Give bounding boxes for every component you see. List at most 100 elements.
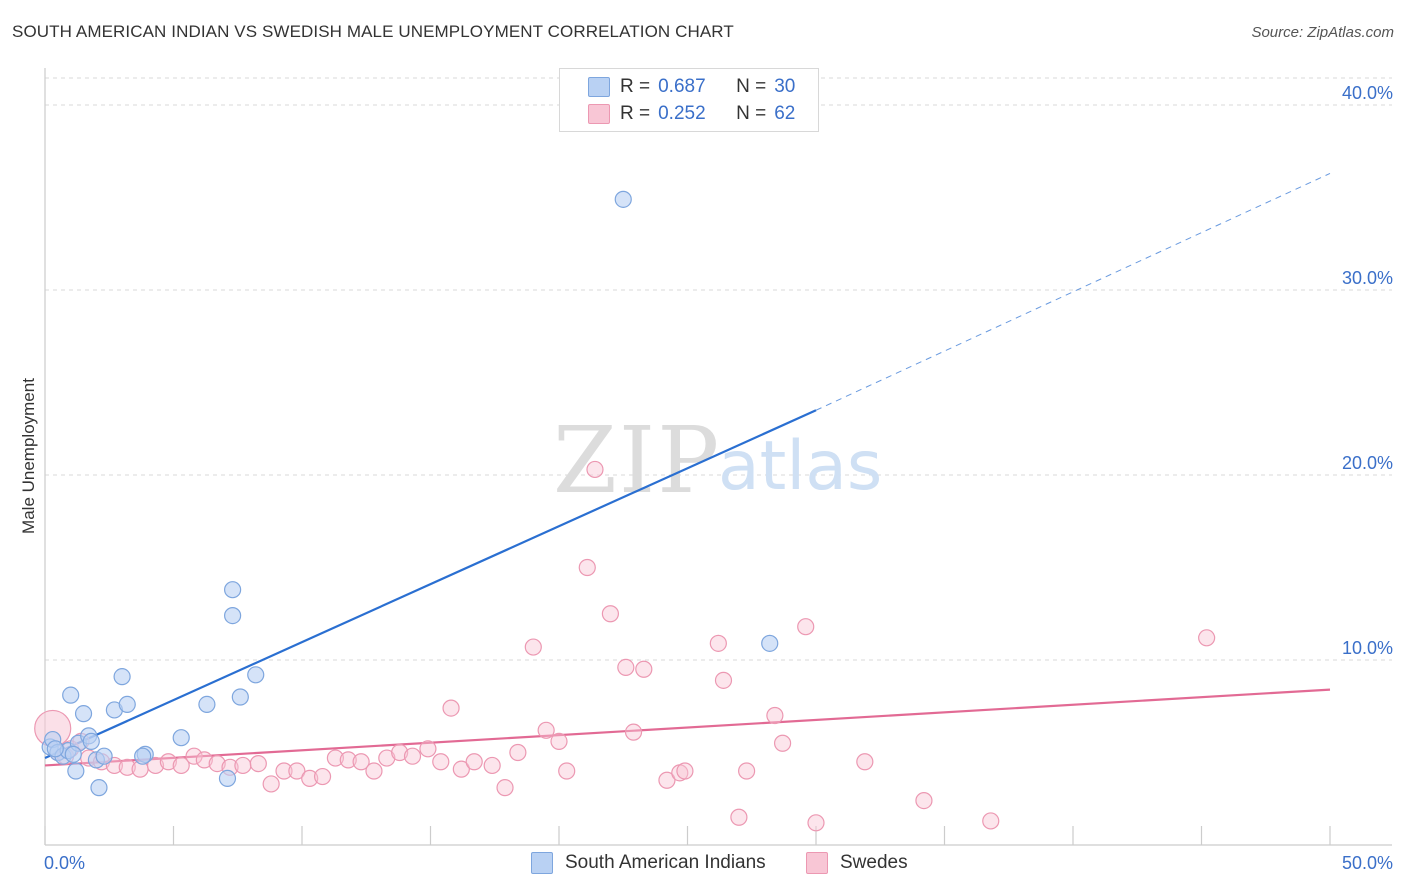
legend-swatch-pink (588, 104, 610, 124)
swedes-point (773, 734, 792, 752)
trend-lines (44, 172, 1331, 767)
south-american-indians-point (82, 732, 100, 751)
swedes-point (172, 756, 190, 775)
chart-title: SOUTH AMERICAN INDIAN VS SWEDISH MALE UN… (12, 22, 734, 41)
swedes-point (496, 779, 514, 797)
swedes-point (635, 660, 653, 678)
source-credit: Source: ZipAtlas.com (1251, 24, 1394, 41)
swedes-point (766, 706, 784, 725)
y-tick-label: 10.0% (1342, 638, 1393, 658)
swedes-point (288, 762, 306, 780)
swedes-point (509, 743, 527, 762)
south-american-indians-point (67, 762, 85, 780)
watermark-zip: ZIP (553, 407, 721, 514)
legend-n-value-blue: 30 (774, 76, 796, 97)
swedes-point (558, 762, 576, 780)
swedes-point (915, 791, 933, 810)
south-american-indians-point (95, 747, 113, 765)
swedes-point (601, 605, 620, 623)
south-american-indians-point (90, 779, 108, 797)
swedes-point (185, 747, 203, 765)
watermark: ZIP atlas (553, 407, 882, 514)
legend-r-value-pink: 0.252 (658, 103, 706, 124)
y-tick-label: 40.0% (1342, 83, 1393, 103)
swedes-point (159, 753, 177, 771)
trend-line-extension-south-american-indians (815, 172, 1331, 411)
south-american-indians-points (41, 190, 779, 797)
legend-n-label: N = (736, 103, 767, 124)
swedes-point (465, 753, 483, 771)
south-american-indians-point (74, 705, 93, 723)
swedes-point (483, 756, 501, 775)
swedes-point (146, 756, 165, 775)
y-tick-label: 30.0% (1342, 268, 1393, 288)
swedes-point (234, 756, 252, 775)
swedes-point (249, 754, 267, 773)
legend-r-label: R = (620, 103, 651, 124)
south-american-indians-point (62, 686, 80, 704)
legend-n-label: N = (736, 76, 767, 97)
swedes-point (275, 762, 293, 780)
swedes-point (797, 618, 815, 636)
legend-n-value-pink: 62 (774, 103, 796, 124)
x-tick-labels: 0.0% 50.0% (44, 853, 1393, 873)
legend-r-label: R = (620, 76, 651, 97)
south-american-indians-point (231, 688, 249, 706)
series-legend-swedes: Swedes (806, 852, 908, 874)
swedes-point (262, 775, 280, 793)
series-swatch-pink (806, 852, 828, 874)
swedes-point (524, 638, 542, 656)
swedes-point (339, 751, 357, 769)
swedes-point (617, 658, 635, 677)
south-american-indians-point (134, 747, 152, 765)
swedes-point (982, 812, 1000, 830)
correlation-legend: R = 0.687 N = 30 R = 0.252 N = 62 (559, 68, 819, 132)
swedes-point (313, 767, 332, 786)
swedes-point (730, 808, 748, 826)
trend-line-south-american-indians (44, 409, 817, 760)
watermark-atlas: atlas (718, 427, 882, 506)
swedes-point (365, 762, 383, 780)
swedes-points (34, 460, 1216, 832)
swedes-point (378, 749, 396, 767)
gridlines (45, 77, 1392, 661)
south-american-indians-point (46, 740, 64, 758)
south-american-indians-point (172, 729, 190, 747)
swedes-point (432, 753, 450, 771)
y-tick-label: 20.0% (1342, 453, 1393, 473)
swedes-point (1198, 629, 1216, 647)
south-american-indians-point (224, 606, 242, 625)
swedes-point (586, 460, 604, 479)
swedes-point (195, 751, 213, 769)
swedes-point (419, 740, 437, 758)
swedes-point (550, 732, 568, 751)
x-tick-label-max: 50.0% (1342, 853, 1393, 873)
swedes-point (403, 747, 422, 765)
y-axis-label: Male Unemployment (19, 378, 38, 534)
swedes-point (301, 769, 319, 788)
swedes-point (326, 749, 345, 767)
swedes-point (118, 758, 136, 776)
south-american-indians-point (247, 666, 265, 684)
swedes-point (709, 634, 727, 652)
swedes-point (391, 743, 409, 762)
swedes-point (442, 699, 460, 717)
x-tick-label-min: 0.0% (44, 853, 85, 873)
swedes-point (452, 760, 470, 778)
south-american-indians-point (614, 190, 632, 208)
series-label-south-american-indians: South American Indians (565, 852, 766, 873)
series-legend-south-american-indians: South American Indians (531, 852, 766, 874)
south-american-indians-point (218, 769, 237, 788)
swedes-point (208, 754, 226, 773)
swedes-point (537, 721, 555, 739)
south-american-indians-point (118, 695, 136, 714)
swedes-point (352, 753, 370, 771)
legend-r-value-blue: 0.687 (658, 76, 706, 97)
swedes-point (658, 771, 676, 789)
south-american-indians-point (198, 695, 216, 714)
south-american-indians-point (224, 581, 242, 599)
legend-swatch-blue (588, 77, 610, 97)
y-tick-labels: 10.0% 20.0% 30.0% 40.0% (1342, 83, 1393, 658)
south-american-indians-point (113, 668, 131, 686)
